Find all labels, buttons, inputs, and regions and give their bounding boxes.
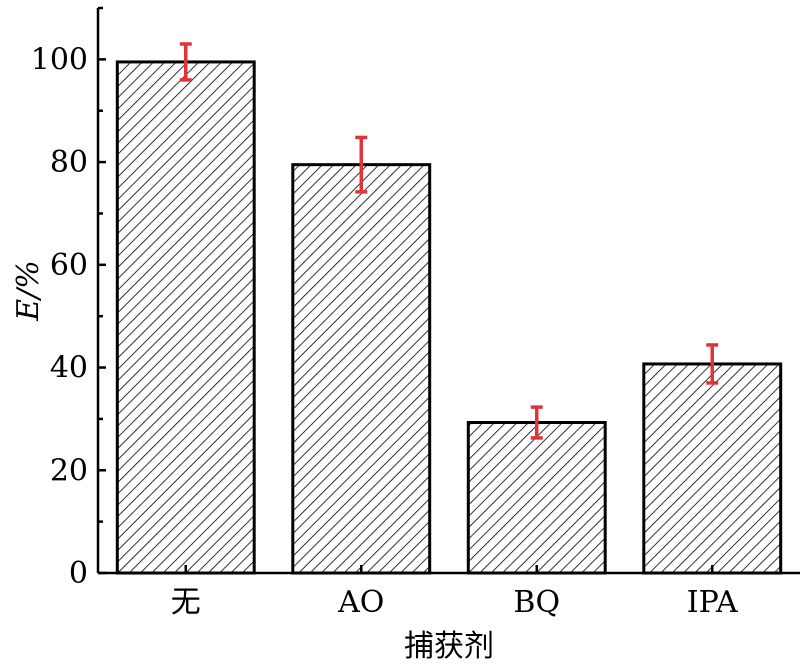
x-tick-label: IPA [687, 585, 738, 620]
y-tick-label: 80 [50, 145, 88, 180]
error-bars-group [179, 42, 719, 440]
y-tick-label: 60 [50, 248, 88, 283]
y-axis-title: E/% [11, 260, 46, 322]
y-tick-label: 20 [50, 453, 88, 488]
x-axis-tick-labels: 无 AO BQ IPA [171, 565, 738, 620]
bars-group [115, 60, 783, 575]
bar-3 [466, 421, 607, 575]
bar-4 [642, 362, 783, 575]
y-tick-label: 40 [50, 351, 88, 386]
bar-1 [115, 60, 256, 575]
x-tick-label: BQ [513, 585, 560, 620]
y-tick-label: 0 [69, 556, 88, 591]
y-tick-label: 100 [31, 42, 88, 77]
x-axis-title: 捕获剂 [404, 629, 494, 664]
x-tick-label: 无 [171, 585, 201, 620]
bar-2 [291, 163, 432, 575]
x-tick-label: AO [337, 585, 384, 620]
